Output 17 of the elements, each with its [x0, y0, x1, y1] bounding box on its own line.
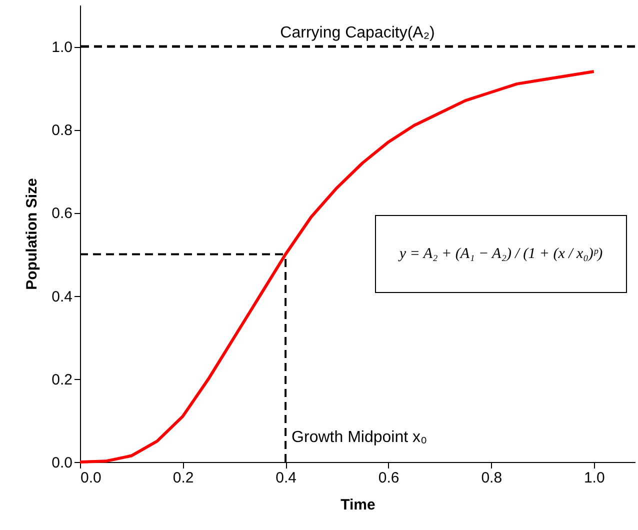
x-tick-label: 1.0 — [584, 470, 605, 486]
annotation: Growth Midpoint x₀ — [292, 429, 428, 446]
y-axis-title: Population Size — [24, 178, 41, 290]
x-axis-title: Time — [340, 496, 376, 514]
y-tick-label: 1.0 — [52, 39, 72, 56]
x-tick-label: 0.0 — [80, 470, 102, 486]
x-tick-label: 0.2 — [172, 470, 194, 486]
equation-box: y = A₂ + (A₁ − A₂) / (1 + (x / x₀)ᵖ) — [375, 215, 627, 293]
x-tick-label: 0.8 — [481, 470, 502, 486]
x-tick-label: 0.6 — [378, 470, 400, 486]
x-tick-label: 0.4 — [276, 470, 296, 486]
ref-line-label: Carrying Capacity(A₂) — [280, 24, 435, 42]
y-tick-label: 0.4 — [52, 288, 72, 306]
y-tick-label: 0.0 — [52, 454, 72, 472]
y-tick-label: 0.6 — [52, 205, 72, 222]
y-tick-label: 0.8 — [52, 122, 72, 140]
y-tick-label: 0.2 — [52, 371, 72, 388]
